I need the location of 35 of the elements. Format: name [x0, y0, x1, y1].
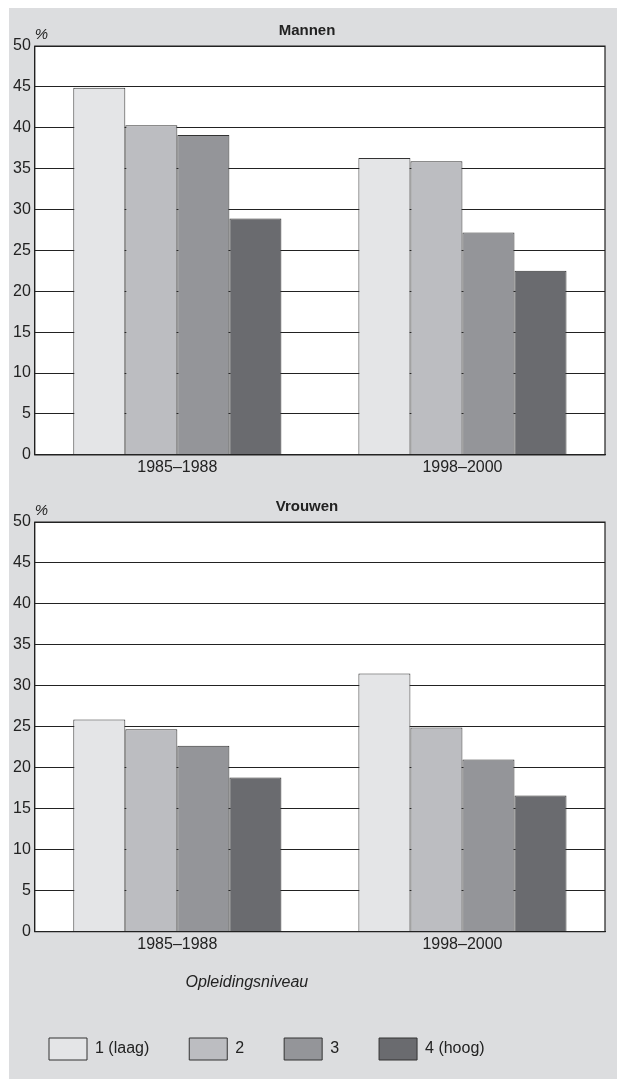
y-tick-label: 30: [13, 199, 31, 217]
y-tick-label: 50: [13, 36, 31, 54]
y-tick-label: 0: [21, 445, 31, 463]
x-tick-label: 1985–1988: [137, 457, 218, 475]
legend-label: 4 (hoog): [425, 1039, 485, 1057]
y-tick-label: 25: [13, 717, 31, 735]
y-tick-label: 35: [13, 635, 31, 653]
y-tick-label: 45: [13, 553, 31, 571]
y-tick-label: 10: [13, 840, 31, 858]
x-tick-label: 1998–2000: [422, 934, 503, 952]
y-tick-label: 25: [13, 240, 31, 258]
y-tick-label: 40: [13, 594, 31, 612]
y-axis-title: %: [34, 500, 49, 518]
y-tick-label: 10: [13, 363, 31, 381]
chart-title: Mannen: [278, 21, 336, 39]
y-tick-label: 0: [21, 922, 31, 940]
y-tick-label: 35: [13, 159, 31, 177]
legend-label: 3: [330, 1039, 340, 1057]
chart-title: Vrouwen: [275, 497, 339, 515]
y-tick-label: 20: [13, 758, 31, 776]
y-tick-label: 40: [13, 118, 31, 136]
legend-label: 1 (laag): [95, 1039, 150, 1057]
y-tick-label: 5: [21, 881, 31, 899]
y-tick-label: 5: [21, 404, 31, 422]
y-tick-label: 50: [13, 512, 31, 530]
y-tick-label: 45: [13, 77, 31, 95]
y-tick-label: 15: [13, 799, 31, 817]
y-axis-title: %: [34, 24, 49, 42]
y-tick-label: 15: [13, 322, 31, 340]
legend-title: Opleidingsniveau: [185, 973, 309, 991]
x-tick-label: 1985–1988: [137, 934, 218, 952]
x-tick-label: 1998–2000: [422, 457, 503, 475]
y-tick-label: 20: [13, 281, 31, 299]
legend-label: 2: [235, 1039, 245, 1057]
y-tick-label: 30: [13, 676, 31, 694]
